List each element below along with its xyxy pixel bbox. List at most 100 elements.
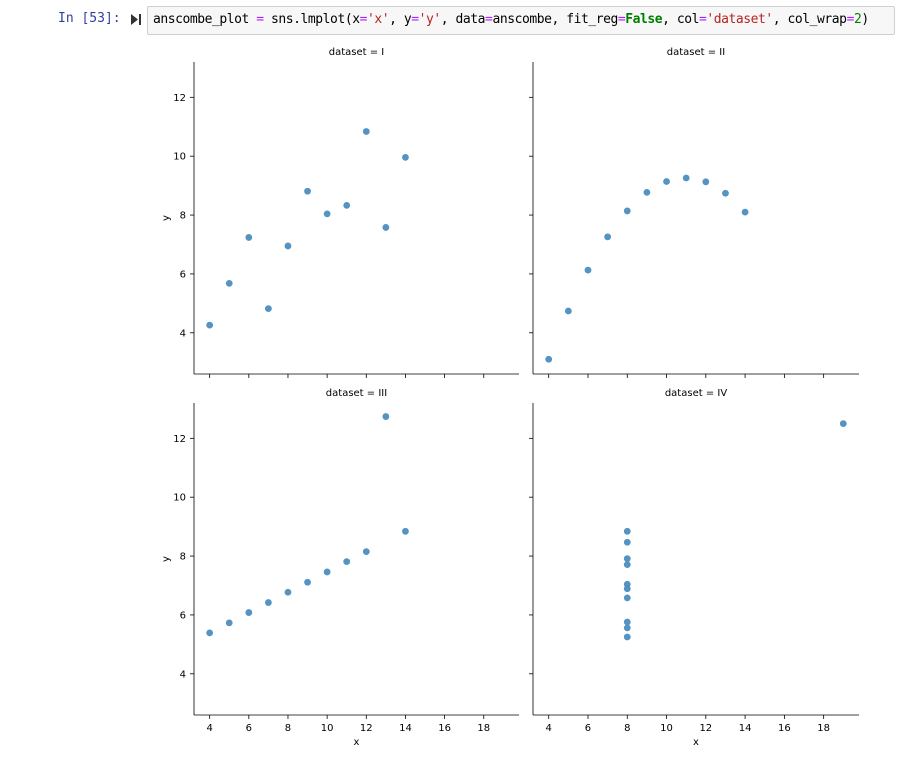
y-tick-label: 10 [173, 493, 186, 504]
facet-panel: dataset = I 4 6 8 10 12 y [161, 47, 519, 378]
scatter-point [682, 174, 690, 182]
y-tick-label: 6 [180, 269, 186, 280]
code-input[interactable]: anscombe_plot = sns.lmplot(x='x', y='y',… [147, 6, 895, 35]
code-token: 2 [853, 12, 862, 27]
run-cell-icon[interactable] [130, 13, 142, 26]
y-tick-label: 10 [173, 152, 186, 163]
x-tick-label: 4 [206, 723, 212, 734]
scatter-point [663, 178, 670, 185]
scatter-point [623, 561, 631, 568]
scatter-point [245, 609, 253, 616]
code-token: = [699, 12, 707, 27]
x-tick-label: 8 [285, 723, 291, 734]
code-token: = [411, 12, 419, 27]
scatter-point [206, 321, 214, 329]
scatter-point [623, 633, 631, 641]
scatter-point [623, 527, 631, 535]
facet-title: dataset = III [326, 388, 387, 399]
code-token: False [625, 12, 663, 27]
scatter-point [225, 619, 233, 627]
y-tick-label: 4 [180, 669, 186, 680]
x-tick-label: 18 [477, 723, 490, 734]
x-tick-label: 14 [399, 723, 412, 734]
code-token: 'dataset' [706, 12, 773, 27]
y-tick-label: 8 [180, 211, 186, 222]
y-tick-label: 4 [180, 328, 186, 339]
x-tick-label: 10 [660, 723, 673, 734]
x-axis-label: x [354, 737, 360, 748]
x-tick-label: 10 [321, 723, 334, 734]
scatter-point [623, 594, 631, 602]
code-token: 'x' [366, 12, 390, 27]
x-tick-label: 16 [438, 723, 451, 734]
scatter-point [382, 224, 390, 231]
scatter-point [206, 629, 214, 637]
facet-title: dataset = II [667, 47, 725, 58]
code-token: , y [389, 12, 412, 27]
x-tick-label: 8 [624, 723, 630, 734]
code-token: , col_wrap [772, 12, 847, 27]
scatter-point [362, 548, 370, 556]
scatter-point [741, 208, 749, 216]
code-token: anscombe_plot [153, 12, 257, 27]
scatter-point [402, 153, 409, 161]
code-token: = [359, 12, 368, 27]
y-axis-label: y [161, 215, 172, 221]
code-line: anscombe_plot = sns.lmplot(x='x', y='y',… [153, 12, 869, 27]
scatter-point [245, 234, 253, 241]
x-axis-label: x [693, 737, 699, 748]
scatter-point [323, 568, 331, 576]
code-token: 'y' [418, 12, 442, 27]
input-prompt: In [53]: [58, 11, 121, 26]
code-token: , col [662, 12, 700, 27]
scatter-point [702, 178, 710, 186]
x-tick-label: 14 [739, 723, 752, 734]
scatter-point [284, 588, 292, 596]
scatter-point [623, 624, 631, 632]
scatter-point [623, 585, 631, 593]
scatter-point [839, 420, 847, 428]
code-token: anscombe, fit_reg [492, 12, 618, 27]
scatter-point [643, 188, 651, 196]
scatter-point [362, 128, 370, 135]
y-tick-label: 12 [173, 434, 186, 445]
code-token: = [485, 12, 493, 27]
scatter-point [343, 558, 351, 566]
code-token: = [617, 12, 626, 27]
scatter-point [545, 355, 553, 363]
code-token: sns.lmplot(x [263, 12, 360, 27]
code-token: = [846, 12, 855, 27]
scatter-point [623, 618, 631, 626]
scatter-point [623, 555, 631, 563]
scatter-point [304, 578, 311, 586]
x-tick-label: 6 [246, 723, 252, 734]
x-tick-label: 12 [699, 723, 712, 734]
facet-title: dataset = IV [665, 388, 727, 399]
scatter-point [264, 305, 272, 313]
y-tick-label: 8 [180, 552, 186, 563]
facet-panel: dataset = II [529, 47, 859, 378]
facet-panel: dataset = III 4 6 8 10 12 4 6 8 10 12 14 16 18 y x [161, 388, 519, 748]
x-tick-label: 6 [585, 723, 591, 734]
scatter-point [564, 307, 572, 315]
facet-title: dataset = I [329, 47, 385, 58]
y-tick-label: 12 [173, 93, 186, 104]
scatter-point [264, 599, 272, 606]
code-token: = [256, 12, 264, 27]
code-token: ) [861, 12, 869, 27]
scatter-point [225, 279, 233, 287]
x-tick-label: 16 [778, 723, 791, 734]
x-tick-label: 4 [546, 723, 552, 734]
code-token: , data [440, 12, 486, 27]
facet-panel: dataset = IV 4 6 8 10 12 14 16 18 x [529, 388, 859, 748]
scatter-point [623, 538, 631, 546]
scatter-point [402, 527, 409, 535]
scatter-point [604, 233, 612, 241]
x-tick-label: 18 [817, 723, 830, 734]
scatter-point [323, 210, 331, 218]
scatter-point [343, 201, 351, 209]
scatter-point [722, 189, 729, 197]
scatter-point [584, 266, 592, 274]
scatter-point [382, 413, 390, 420]
